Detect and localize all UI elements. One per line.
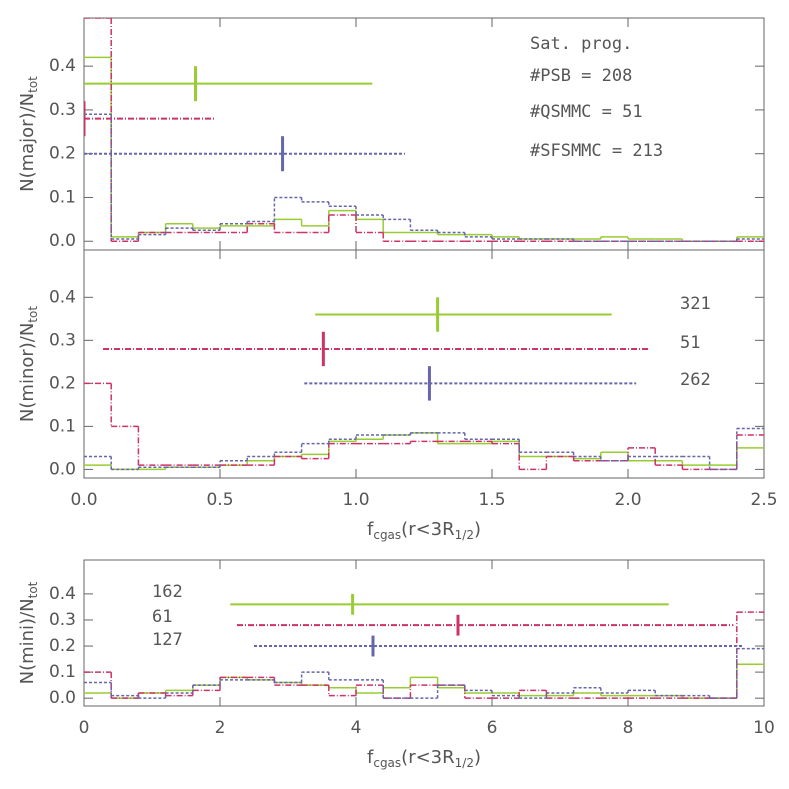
- x-tick-label: 6: [487, 718, 498, 738]
- y-axis-label-part: tot: [26, 306, 40, 323]
- x-tick-label: 2: [215, 718, 226, 738]
- annotation: 61: [152, 607, 172, 627]
- y-axis-label: N(mini)/Ntot: [17, 581, 40, 684]
- x-axis-label-part: cgas: [373, 756, 401, 770]
- plot-frame: [83, 17, 765, 251]
- annotation: 51: [680, 333, 700, 353]
- annotation: #SFSMMC = 213: [530, 141, 663, 161]
- plot-frame: [83, 559, 765, 707]
- x-axis-label-part: f: [367, 519, 374, 540]
- x-tick-label: 0.5: [206, 490, 233, 510]
- annotation: Sat. prog.: [530, 34, 632, 54]
- x-axis-label-part: f: [367, 747, 374, 768]
- y-tick-label: 0.2: [49, 373, 76, 393]
- y-axis-label-part: N(major)/N: [17, 93, 38, 192]
- y-axis-label-part: N(minor)/N: [17, 323, 38, 422]
- y-tick-label: 0.3: [49, 330, 76, 350]
- x-tick-label: 1.5: [478, 490, 505, 510]
- x-axis-label-part: 1/2: [455, 756, 474, 770]
- y-axis-label: N(major)/Ntot: [17, 76, 40, 192]
- y-axis-label-part: tot: [26, 581, 40, 598]
- annotation: 321: [680, 294, 711, 314]
- y-tick-label: 0.4: [49, 584, 76, 604]
- x-tick-label: 0: [79, 718, 90, 738]
- x-axis-label-part: (r<3R: [401, 519, 454, 540]
- y-axis-label-part: N(mini)/N: [17, 598, 38, 684]
- y-tick-label: 0.2: [49, 636, 76, 656]
- annotation: #PSB = 208: [530, 66, 632, 86]
- x-axis-label-part: ): [474, 519, 481, 540]
- y-tick-label: 0.2: [49, 144, 76, 164]
- x-axis-label-part: (r<3R: [401, 747, 454, 768]
- y-tick-label: 0.0: [49, 459, 76, 479]
- x-axis-label-part: 1/2: [455, 528, 474, 542]
- x-tick-label: 0.0: [70, 490, 97, 510]
- annotation: 127: [152, 630, 183, 650]
- x-axis-label-part: ): [474, 747, 481, 768]
- y-tick-label: 0.1: [49, 187, 76, 207]
- y-tick-label: 0.1: [49, 662, 76, 682]
- plot-area: [84, 593, 764, 699]
- y-tick-label: 0.0: [49, 688, 76, 708]
- y-tick-label: 0.4: [49, 287, 76, 307]
- plot-area: [84, 297, 764, 471]
- y-tick-label: 0.0: [49, 231, 76, 251]
- x-tick-label: 1.0: [342, 490, 369, 510]
- x-tick-label: 2.0: [614, 490, 641, 510]
- y-tick-label: 0.3: [49, 100, 76, 120]
- annotation: 262: [680, 370, 711, 390]
- plot-area: [84, 18, 764, 242]
- y-axis-label-part: tot: [26, 76, 40, 93]
- annotation: #QSMMC = 51: [530, 102, 643, 122]
- x-axis-label: fcgas(r<3R1/2): [367, 519, 481, 542]
- y-axis-label: N(minor)/Ntot: [17, 306, 40, 422]
- y-tick-label: 0.4: [49, 56, 76, 76]
- x-axis-label: fcgas(r<3R1/2): [367, 747, 481, 770]
- x-tick-label: 4: [351, 718, 362, 738]
- annotation: 162: [152, 582, 183, 602]
- x-tick-label: 10: [753, 718, 775, 738]
- x-tick-label: 8: [623, 718, 634, 738]
- x-tick-label: 2.5: [750, 490, 777, 510]
- y-tick-label: 0.1: [49, 416, 76, 436]
- x-axis-label-part: cgas: [373, 528, 401, 542]
- plot-frame: [83, 249, 765, 479]
- y-tick-label: 0.3: [49, 610, 76, 630]
